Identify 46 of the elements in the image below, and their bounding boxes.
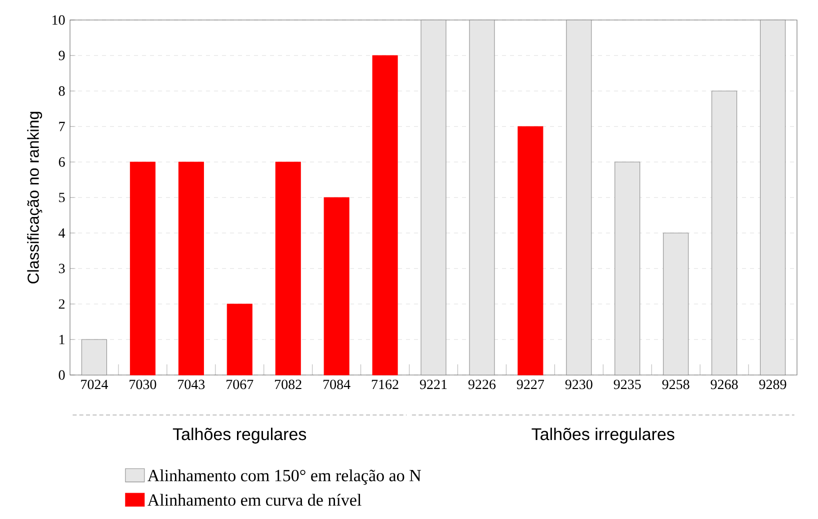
bar xyxy=(372,55,398,376)
y-tick-label: 0 xyxy=(58,370,65,380)
x-tick-label: 7067 xyxy=(226,380,254,390)
text: Talhões regulares xyxy=(172,428,306,444)
x-tick-label: 9227 xyxy=(516,380,544,390)
y-tick-label: 7 xyxy=(59,122,65,132)
bar xyxy=(275,162,301,376)
x-tick-label: 7030 xyxy=(130,380,156,390)
bar xyxy=(712,90,738,376)
bar xyxy=(178,162,204,376)
x-tick-label: 9235 xyxy=(614,380,641,390)
x-tick-label: 7084 xyxy=(323,380,350,390)
y-tick-label: 4 xyxy=(58,228,66,238)
y-tick-label: 8 xyxy=(58,86,65,96)
x-tick-label: 9221 xyxy=(420,380,447,390)
bar xyxy=(614,162,640,376)
x-tick-label: 7082 xyxy=(275,380,302,390)
x-tick-label: 9268 xyxy=(710,380,738,390)
bar xyxy=(518,126,544,376)
bar xyxy=(324,197,350,376)
y-tick-label: 9 xyxy=(58,50,65,60)
y-tick-label: 2 xyxy=(58,299,65,309)
bar xyxy=(760,20,786,376)
text: Talhões irregulares xyxy=(532,428,674,444)
bar xyxy=(663,232,689,376)
legend-label: Alinhamento em curva de nível xyxy=(148,494,362,506)
x-tick-label: 7024 xyxy=(81,380,108,390)
legend-label: Alinhamento com 150° em relação ao N xyxy=(148,469,421,485)
bar xyxy=(566,20,592,376)
x-tick-label: 9258 xyxy=(662,380,690,390)
y-tick-label: 6 xyxy=(58,157,65,167)
y-tick-label: 3 xyxy=(58,264,65,274)
y-tick-label: 5 xyxy=(59,192,65,202)
x-tick-label: 7162 xyxy=(372,380,398,390)
x-tick-label: 7043 xyxy=(178,380,205,390)
bar xyxy=(420,20,446,376)
y-axis-title: Classificação no ranking xyxy=(27,112,42,284)
bar xyxy=(81,339,108,376)
bar xyxy=(469,20,495,376)
x-tick-label: 9289 xyxy=(759,380,786,390)
y-tick-label: 10 xyxy=(52,15,65,25)
x-tick-label: 9230 xyxy=(565,380,592,390)
bar xyxy=(226,304,252,376)
y-tick-label: 1 xyxy=(60,334,64,344)
x-tick-label: 9226 xyxy=(468,380,496,390)
bar xyxy=(130,162,156,376)
